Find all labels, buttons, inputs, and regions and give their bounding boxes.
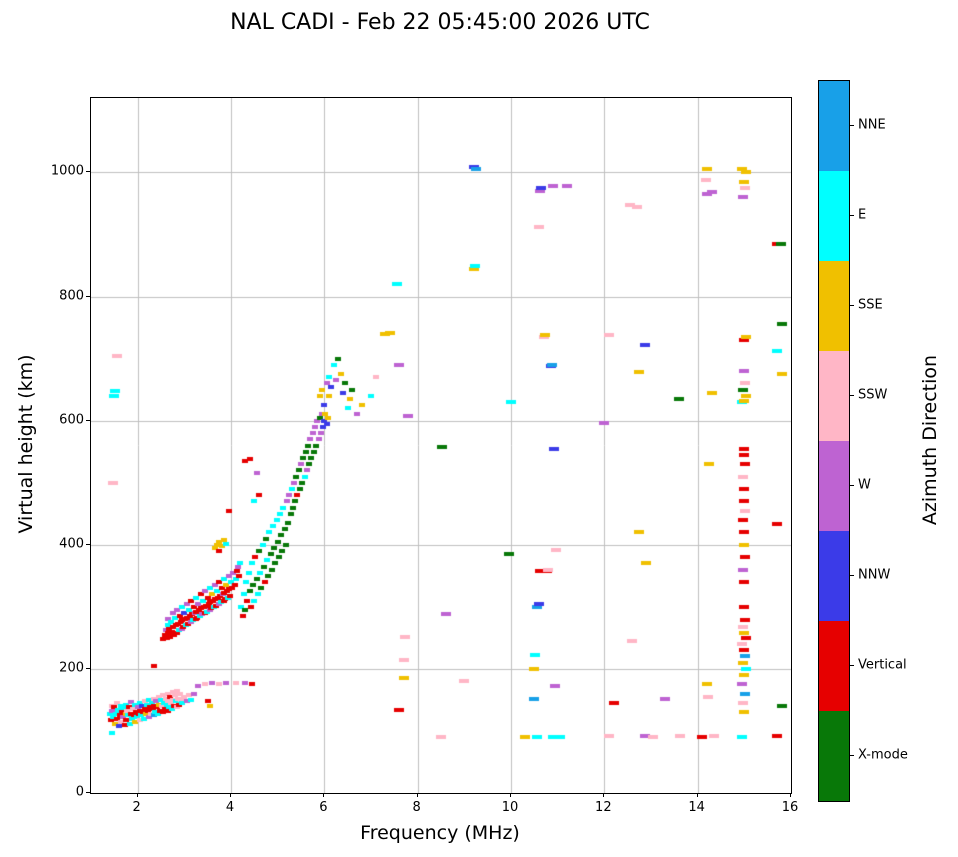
colorbar-segment-x-mode	[819, 711, 849, 801]
colorbar-tick-mark	[850, 395, 854, 396]
x-tick-label: 8	[412, 800, 421, 815]
x-tick-mark	[510, 793, 511, 797]
colorbar-tick-mark	[850, 575, 854, 576]
x-tick-label: 10	[501, 800, 519, 815]
plot-area	[90, 97, 792, 794]
y-tick-mark	[86, 420, 90, 421]
x-tick-mark	[417, 793, 418, 797]
y-tick-label: 400	[59, 536, 84, 552]
x-tick-mark	[137, 793, 138, 797]
colorbar-tick-mark	[850, 215, 854, 216]
x-tick-mark	[323, 793, 324, 797]
x-tick-label: 4	[225, 800, 235, 815]
colorbar-category-label-sse: SSE	[858, 297, 883, 313]
x-tick-mark	[230, 793, 231, 797]
y-tick-mark	[86, 668, 90, 669]
y-tick-label: 600	[59, 412, 84, 428]
y-tick-label: 200	[59, 660, 84, 676]
colorbar-tick-mark	[850, 125, 854, 126]
y-tick-mark	[86, 171, 90, 172]
colorbar-tick-mark	[850, 665, 854, 666]
x-tick-label: 16	[781, 800, 799, 815]
y-tick-mark	[86, 544, 90, 545]
colorbar-category-label-w: W	[858, 477, 871, 493]
colorbar-segment-nnw	[819, 531, 849, 621]
y-tick-mark	[86, 792, 90, 793]
colorbar-tick-mark	[850, 755, 854, 756]
colorbar-tick-mark	[850, 485, 854, 486]
y-tick-label: 800	[59, 288, 84, 304]
colorbar-category-label-x-mode: X-mode	[858, 747, 908, 763]
colorbar-category-label-nnw: NNW	[858, 567, 891, 583]
y-axis-label: Virtual height (km)	[15, 354, 37, 534]
x-axis-label: Frequency (MHz)	[360, 822, 520, 844]
colorbar-category-label-e: E	[858, 207, 867, 223]
x-tick-label: 14	[688, 800, 705, 815]
x-tick-mark	[697, 793, 698, 797]
y-tick-label: 0	[75, 784, 84, 800]
colorbar-category-label-vertical: Vertical	[858, 657, 907, 673]
ionogram-scatter-canvas	[91, 98, 791, 793]
y-tick-label: 1000	[50, 163, 84, 179]
colorbar-segment-e	[819, 171, 849, 261]
y-tick-mark	[86, 296, 90, 297]
colorbar-segment-sse	[819, 261, 849, 351]
colorbar-segment-w	[819, 441, 849, 531]
azimuth-colorbar	[818, 80, 850, 802]
chart-title: NAL CADI - Feb 22 05:45:00 2026 UTC	[230, 10, 650, 35]
colorbar-axis-label: Azimuth Direction	[919, 354, 941, 526]
colorbar-segment-vertical	[819, 621, 849, 711]
colorbar-category-label-nne: NNE	[858, 117, 886, 133]
colorbar-segment-nne	[819, 81, 849, 171]
colorbar-segment-ssw	[819, 351, 849, 441]
x-tick-label: 2	[132, 800, 141, 815]
colorbar-category-label-ssw: SSW	[858, 387, 888, 403]
x-tick-mark	[790, 793, 791, 797]
colorbar-tick-mark	[850, 305, 854, 306]
x-tick-label: 12	[595, 800, 612, 815]
x-tick-label: 6	[319, 800, 328, 815]
x-tick-mark	[603, 793, 604, 797]
